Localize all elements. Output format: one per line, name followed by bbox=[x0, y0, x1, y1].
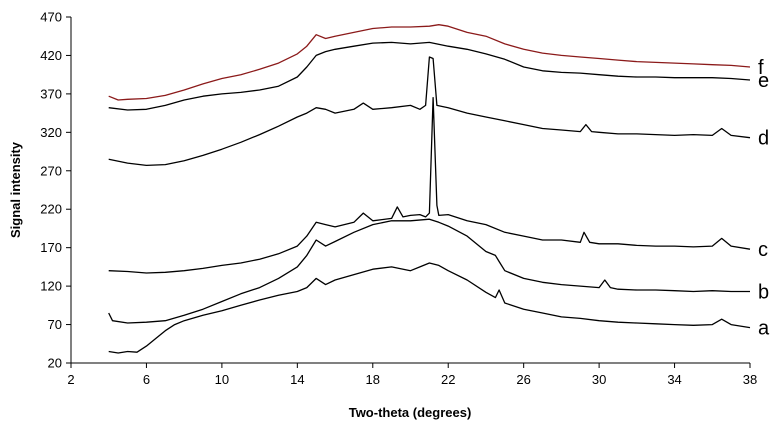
y-tick-label: 120 bbox=[40, 279, 62, 294]
chart-series-labels: abc d ef bbox=[758, 57, 770, 340]
x-tick-label: 34 bbox=[667, 372, 681, 387]
series-line-a bbox=[108, 262, 751, 354]
x-tick-label: 14 bbox=[290, 372, 304, 387]
y-tick-label: 420 bbox=[40, 48, 62, 63]
y-tick-label: 220 bbox=[40, 202, 62, 217]
x-tick-label: 30 bbox=[592, 372, 606, 387]
series-label-d: d bbox=[758, 128, 769, 150]
y-tick-label: 470 bbox=[40, 10, 62, 25]
x-tick-label: 6 bbox=[143, 372, 150, 387]
x-tick-label: 26 bbox=[516, 372, 530, 387]
series-line-c bbox=[108, 97, 751, 274]
series-label-a: a bbox=[758, 318, 770, 340]
x-tick-label: 10 bbox=[215, 372, 229, 387]
series-line-b bbox=[108, 218, 750, 324]
y-axis-title: Signal intensity bbox=[8, 141, 23, 238]
x-tick-label: 18 bbox=[366, 372, 380, 387]
x-tick-label: 22 bbox=[441, 372, 455, 387]
series-line-f bbox=[108, 24, 751, 101]
y-tick-label: 70 bbox=[48, 317, 62, 332]
series-label-c: c bbox=[758, 239, 768, 261]
series-label-b: b bbox=[758, 281, 769, 303]
chart-series-group bbox=[108, 24, 751, 354]
x-tick-label: 38 bbox=[743, 372, 757, 387]
y-tick-label: 20 bbox=[48, 356, 62, 371]
y-tick-label: 320 bbox=[40, 125, 62, 140]
y-tick-label: 170 bbox=[40, 240, 62, 255]
x-tick-label: 2 bbox=[67, 372, 74, 387]
series-line-d bbox=[108, 56, 751, 167]
series-line-e bbox=[108, 41, 751, 111]
series-label-f: f bbox=[758, 57, 764, 79]
y-tick-label: 370 bbox=[40, 86, 62, 101]
series-label-e: e bbox=[758, 70, 769, 92]
y-tick-label: 270 bbox=[40, 163, 62, 178]
x-axis-title: Two-theta (degrees) bbox=[349, 405, 472, 420]
